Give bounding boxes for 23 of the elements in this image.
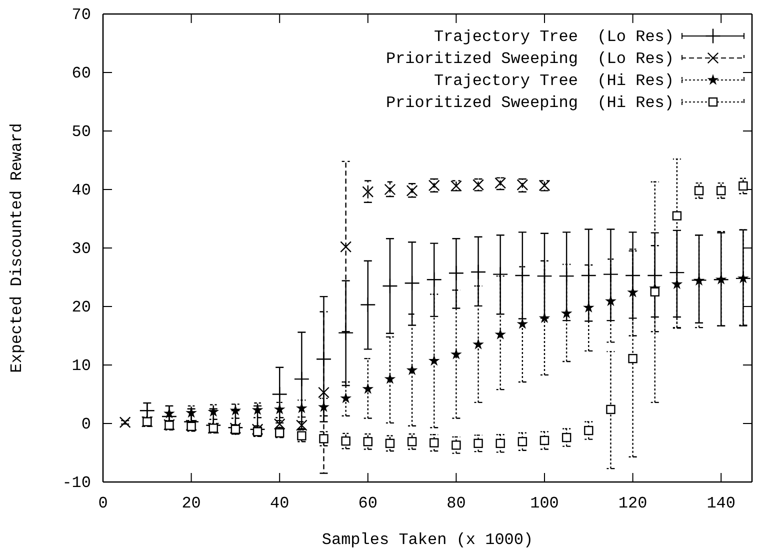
y-tick-label: 20 <box>72 298 91 317</box>
y-tick-label: 10 <box>72 357 91 376</box>
x-tick-label: 80 <box>446 494 466 512</box>
y-tick-label: 30 <box>72 240 91 258</box>
legend-label: Trajectory Tree (Lo Res) <box>434 28 674 46</box>
y-tick-label: 0 <box>81 416 91 434</box>
legend-label: Prioritized Sweeping (Lo Res) <box>386 50 674 68</box>
x-tick-label: 40 <box>270 494 290 512</box>
y-tick-label: 40 <box>72 182 91 200</box>
y-axis-title: Expected Discounted Reward <box>8 123 26 373</box>
x-tick-label: 120 <box>618 494 648 512</box>
x-tick-label: 0 <box>98 494 108 512</box>
legend-label: Trajectory Tree (Hi Res) <box>434 72 674 90</box>
legend-label: Prioritized Sweeping (Hi Res) <box>386 94 674 112</box>
y-tick-label: -10 <box>62 474 91 492</box>
x-tick-label: 100 <box>530 494 559 512</box>
x-tick-label: 20 <box>182 494 201 512</box>
x-tick-label: 140 <box>706 494 736 512</box>
x-tick-label: 60 <box>358 494 378 512</box>
y-tick-label: 70 <box>72 6 91 24</box>
x-axis-title: Samples Taken (x 1000) <box>322 531 534 549</box>
y-tick-label: 60 <box>72 64 91 83</box>
y-tick-label: 50 <box>72 123 91 142</box>
